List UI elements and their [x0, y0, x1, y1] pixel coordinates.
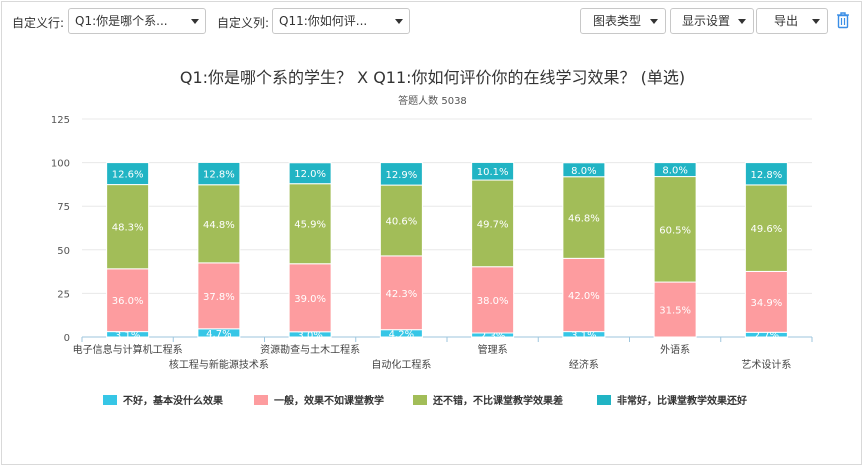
bar-segment	[744, 184, 788, 272]
chart-type-button[interactable]: 图表类型	[580, 8, 666, 34]
data-label: 42.3%	[385, 289, 417, 300]
data-label: 34.9%	[750, 298, 782, 309]
data-label: 12.9%	[385, 170, 417, 181]
data-label: 2.3%	[480, 331, 505, 342]
display-settings-button[interactable]: 显示设置	[670, 8, 754, 34]
custom-col-select[interactable]: Q11:你如何评...	[272, 8, 410, 34]
data-label: 36.0%	[112, 296, 144, 307]
bar-segment	[379, 255, 423, 331]
y-tick-label: 25	[57, 289, 70, 300]
bar-segment	[197, 262, 241, 330]
x-category-label: 经济系	[569, 358, 599, 371]
chart-title: Q1:你是哪个系的学生？ X Q11:你如何评价你的在线学习效果？ (单选)	[179, 68, 686, 87]
legend-swatch	[597, 395, 611, 405]
data-label: 37.8%	[203, 292, 235, 303]
chevron-down-icon	[191, 19, 199, 24]
y-tick-label: 100	[51, 159, 70, 170]
data-label: 12.6%	[112, 170, 144, 181]
bar-segment	[379, 184, 423, 257]
legend-label: 非常好，比课堂教学效果还好	[617, 394, 747, 407]
data-label: 2.7%	[754, 331, 779, 342]
bar-segment	[471, 266, 515, 334]
x-category-label: 核工程与新能源技术系	[169, 358, 269, 371]
bar-segment	[653, 176, 697, 283]
data-label: 60.5%	[659, 225, 691, 236]
legend-label: 还不错，不比课堂教学效果差	[432, 394, 563, 407]
export-label: 导出	[773, 14, 798, 28]
bar-segment	[288, 263, 332, 333]
bar-segment	[288, 183, 332, 265]
chart-type-label: 图表类型	[592, 14, 641, 28]
custom-col-value: Q11:你如何评...	[279, 14, 368, 28]
bar-segment	[197, 184, 241, 264]
bar-segment	[106, 184, 150, 270]
data-label: 3.1%	[571, 330, 596, 341]
custom-row-value: Q1:你是哪个系...	[75, 14, 168, 28]
export-button[interactable]: 导出	[756, 8, 828, 34]
x-category-label: 电子信息与计算机工程系	[73, 343, 183, 356]
data-label: 40.6%	[385, 217, 417, 228]
x-category-label: 资源勘查与土木工程系	[260, 343, 360, 356]
legend-swatch	[413, 395, 427, 405]
x-category-label: 艺术设计系	[741, 358, 791, 371]
data-label: 42.0%	[568, 291, 600, 302]
chart-subtitle: 答题人数 5038	[398, 96, 467, 107]
display-settings-label: 显示设置	[681, 14, 730, 28]
bar-segment	[379, 162, 423, 186]
x-category-label: 自动化工程系	[371, 358, 431, 371]
bar-segment	[471, 161, 515, 181]
legend-label: 不好，基本没什么效果	[123, 394, 224, 407]
custom-col-label: 自定义列:	[217, 16, 270, 30]
legend-swatch	[254, 395, 268, 405]
data-label: 8.0%	[662, 166, 687, 177]
toolbar: 自定义行: Q1:你是哪个系... 自定义列: Q11:你如何评... 图表类型…	[0, 0, 865, 42]
data-label: 49.6%	[750, 224, 782, 235]
y-tick-label: 125	[51, 115, 70, 126]
custom-row-select[interactable]: Q1:你是哪个系...	[68, 8, 206, 34]
data-label: 4.2%	[389, 329, 414, 340]
data-label: 4.7%	[206, 329, 231, 340]
data-label: 46.8%	[568, 214, 600, 225]
y-tick-label: 75	[57, 202, 70, 213]
data-label: 45.9%	[294, 220, 326, 231]
data-label: 44.8%	[203, 220, 235, 231]
chevron-down-icon	[650, 19, 658, 24]
trash-icon[interactable]	[835, 11, 851, 29]
legend-label: 一般，效果不如课堂教学	[274, 394, 384, 407]
data-label: 10.1%	[477, 167, 509, 178]
y-tick-label: 0	[64, 333, 70, 344]
bar-segment	[106, 268, 150, 333]
x-category-label: 管理系	[478, 343, 508, 356]
chevron-down-icon	[738, 19, 746, 24]
chevron-down-icon	[395, 19, 403, 24]
bar-segment	[197, 161, 241, 186]
bar-segment	[288, 162, 332, 185]
data-label: 12.0%	[294, 169, 326, 180]
data-label: 3.1%	[115, 330, 140, 341]
data-label: 3.0%	[297, 330, 322, 341]
custom-row-label: 自定义行:	[12, 16, 65, 30]
bar-segment	[106, 162, 150, 186]
data-label: 12.8%	[750, 170, 782, 181]
y-tick-label: 50	[57, 246, 70, 257]
data-label: 39.0%	[294, 294, 326, 305]
bar-segment	[471, 179, 515, 268]
bar-segment	[562, 176, 606, 259]
bar-segment	[653, 162, 697, 178]
data-label: 48.3%	[112, 223, 144, 234]
legend-swatch	[103, 395, 117, 405]
bar-segment	[744, 162, 788, 186]
x-category-label: 外语系	[660, 344, 690, 356]
data-label: 31.5%	[659, 306, 691, 317]
bar-segment	[653, 281, 697, 338]
bar-segment	[562, 162, 606, 178]
data-label: 8.0%	[571, 166, 596, 177]
bar-segment	[562, 257, 606, 333]
data-label: 12.8%	[203, 170, 235, 181]
data-label: 38.0%	[477, 296, 509, 307]
chevron-down-icon	[812, 19, 820, 24]
data-label: 49.7%	[477, 219, 509, 230]
